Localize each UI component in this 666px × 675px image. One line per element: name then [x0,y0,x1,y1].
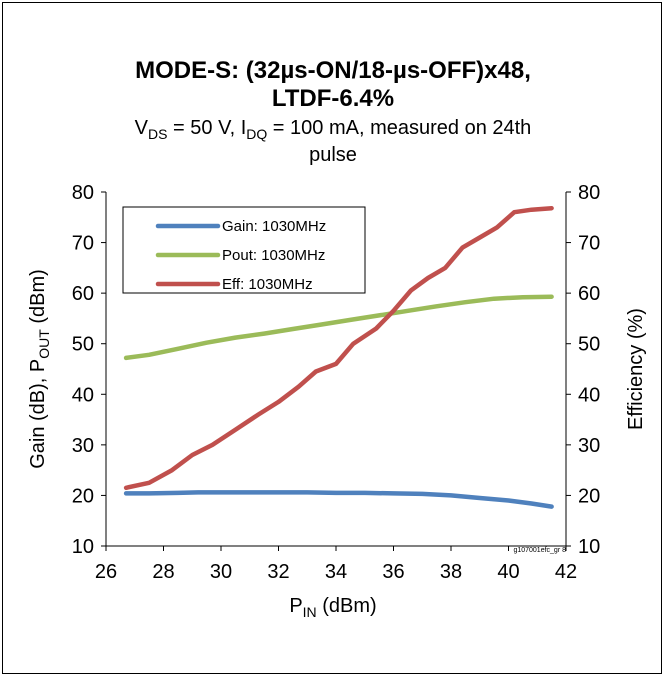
chart-title-line2: LTDF-6.4% [272,85,394,112]
y-left-tick-label: 40 [72,384,94,406]
idq-value: = 100 mA, measured on 24th [267,117,531,139]
y-right-tick-label: 30 [578,435,600,457]
x-tick-label: 38 [440,561,462,583]
y-right-tick-labels: 10 20 30 40 50 60 70 80 [578,182,600,558]
y-left-axis-label-subscript: OUT [36,329,52,359]
chart-title-line1: MODE-S: (32µs-ON/18-µs-OFF)x48, [135,57,531,84]
x-tick-label: 34 [325,561,347,583]
plot-axes [101,191,571,551]
x-tick-label: 42 [555,561,577,583]
y-right-tick-label: 70 [578,233,600,255]
x-tick-label: 32 [267,561,289,583]
y-left-tick-label: 30 [72,435,94,457]
y-right-tick-label: 20 [578,485,600,507]
x-axis-label: PIN (dBm) [289,595,376,620]
legend-label: Eff: 1030MHz [222,276,313,293]
chart-subtitle-line2: pulse [309,144,357,166]
legend-box [122,206,366,294]
y-right-tick-label: 80 [578,182,600,204]
y-left-tick-label: 20 [72,485,94,507]
chart-watermark: g107001efc_gr 8 [513,547,566,554]
series-line-gain [123,490,554,509]
y-right-tick-label: 10 [578,536,600,558]
x-axis-label-subscript: IN [303,604,317,620]
x-tick-label: 26 [95,561,117,583]
chart-subtitle-line1: VDS = 50 V, IDQ = 100 mA, measured on 24… [135,117,532,142]
x-axis-label-unit: (dBm) [317,595,377,617]
y-right-tick-label: 60 [578,283,600,305]
x-tick-labels: 26 28 30 32 34 36 38 40 42 [95,561,577,583]
y-left-tick-label: 70 [72,233,94,255]
y-right-tick-label: 50 [578,334,600,356]
y-right-axis-label: Efficiency (%) [625,308,647,430]
x-axis-label-symbol: P [289,595,302,617]
chart-legend: Gain: 1030MHz Pout: 1030MHz Eff: 1030MHz [122,206,366,294]
series-lines [123,205,554,509]
y-left-axis-label-main: Gain (dB), P [27,359,49,469]
series-line-pout [123,294,554,361]
y-left-tick-label: 80 [72,182,94,204]
y-left-tick-label: 10 [72,536,94,558]
y-left-tick-label: 60 [72,283,94,305]
vds-subscript: DS [148,126,167,142]
idq-subscript: DQ [246,126,267,142]
legend-label: Pout: 1030MHz [222,247,325,264]
legend-label: Gain: 1030MHz [222,218,326,235]
x-tick-label: 28 [152,561,174,583]
y-right-tick-label: 40 [578,384,600,406]
vds-symbol: V [135,117,149,139]
y-left-tick-labels: 10 20 30 40 50 60 70 80 [72,182,94,558]
y-left-axis-label-unit: (dBm) [27,269,49,329]
idq-symbol: I [241,117,247,139]
y-left-axis-label: Gain (dB), POUT (dBm) [27,269,52,469]
vds-value: = 50 V, [167,117,240,139]
x-tick-label: 30 [210,561,232,583]
series-line-eff [123,205,554,491]
y-left-tick-label: 50 [72,334,94,356]
x-tick-label: 36 [382,561,404,583]
x-tick-label: 40 [497,561,519,583]
